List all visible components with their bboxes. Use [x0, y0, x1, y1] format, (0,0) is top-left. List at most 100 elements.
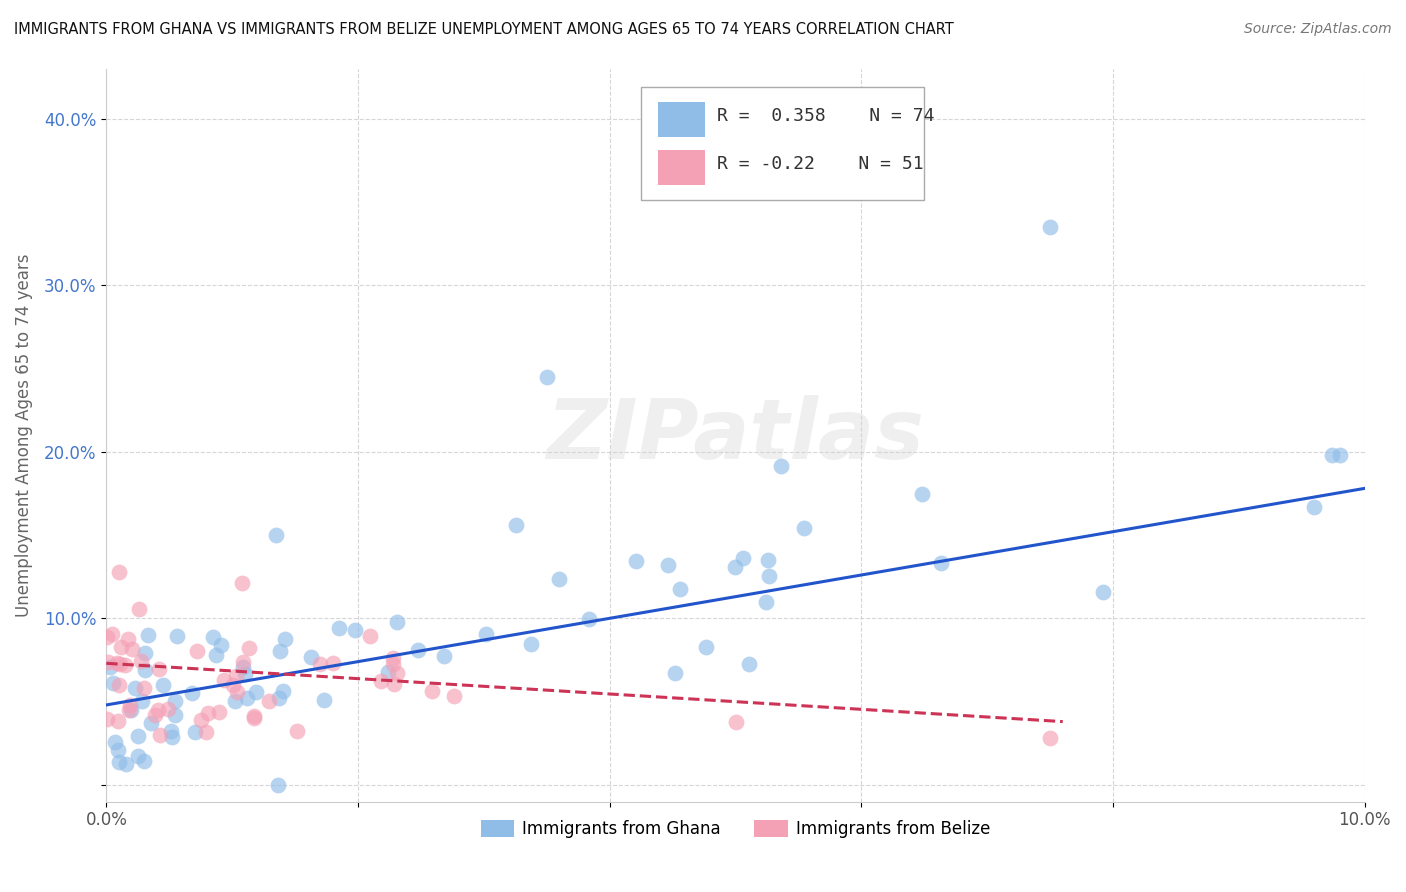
Point [420, 684, 443, 698]
FancyBboxPatch shape [641, 87, 924, 201]
Point [505, 517, 527, 532]
Point [208, 705, 231, 719]
Legend: Immigrants from Ghana, Immigrants from Belize: Immigrants from Ghana, Immigrants from B… [474, 813, 997, 845]
Point [758, 569, 780, 583]
Point [770, 458, 793, 473]
Point [195, 724, 218, 739]
Point [96, 712, 118, 726]
Point [110, 640, 132, 654]
Point [117, 703, 139, 717]
Point [548, 572, 571, 586]
Point [264, 528, 287, 542]
Point [105, 656, 128, 670]
Point [257, 693, 280, 707]
Point [205, 648, 228, 662]
Point [267, 778, 290, 792]
Y-axis label: Unemployment Among Ages 65 to 74 years: Unemployment Among Ages 65 to 74 years [15, 253, 32, 616]
Point [343, 623, 366, 637]
Point [269, 644, 291, 658]
Point [143, 707, 166, 722]
Point [624, 554, 647, 568]
Point [202, 631, 225, 645]
Point [233, 666, 256, 681]
Text: ZIPatlas: ZIPatlas [547, 394, 925, 475]
Point [152, 677, 174, 691]
Point [181, 686, 204, 700]
Point [127, 748, 149, 763]
Point [149, 728, 172, 742]
Point [1039, 219, 1062, 234]
Point [243, 709, 266, 723]
Point [382, 677, 405, 691]
Point [224, 693, 246, 707]
Point [381, 657, 404, 671]
Point [236, 690, 259, 705]
Point [1039, 731, 1062, 746]
Text: R =  0.358    N = 74: R = 0.358 N = 74 [717, 107, 934, 125]
Point [668, 582, 690, 596]
Point [245, 685, 267, 699]
Point [664, 666, 686, 681]
Point [121, 642, 143, 657]
Point [231, 576, 253, 591]
Point [141, 716, 163, 731]
Point [309, 657, 332, 671]
Point [1092, 584, 1115, 599]
Point [107, 743, 129, 757]
Point [108, 755, 131, 769]
Point [657, 558, 679, 572]
Point [127, 729, 149, 743]
Point [322, 656, 344, 670]
Point [120, 698, 142, 713]
Point [731, 550, 754, 565]
Point [370, 674, 392, 689]
Point [911, 487, 934, 501]
Point [108, 657, 131, 672]
Point [385, 665, 408, 680]
Point [134, 663, 156, 677]
Point [132, 681, 155, 695]
Point [104, 735, 127, 749]
Point [359, 629, 381, 643]
Point [1329, 448, 1351, 462]
Point [724, 560, 747, 574]
Point [129, 654, 152, 668]
Point [232, 656, 254, 670]
Point [212, 673, 235, 687]
Point [443, 689, 465, 703]
Point [197, 706, 219, 720]
FancyBboxPatch shape [658, 150, 706, 185]
Point [755, 595, 778, 609]
Point [381, 651, 404, 665]
Point [186, 643, 208, 657]
Point [929, 556, 952, 570]
Point [163, 708, 186, 723]
Point [96, 630, 118, 644]
Point [114, 657, 136, 672]
Point [312, 693, 335, 707]
Point [267, 690, 290, 705]
Point [100, 627, 122, 641]
Point [148, 703, 170, 717]
Point [134, 754, 156, 768]
Point [101, 676, 124, 690]
Point [475, 627, 498, 641]
Point [385, 615, 408, 629]
Point [128, 601, 150, 615]
Point [328, 621, 350, 635]
Text: R = -0.22    N = 51: R = -0.22 N = 51 [717, 155, 924, 173]
Point [243, 711, 266, 725]
Point [271, 684, 294, 698]
Point [114, 756, 136, 771]
Point [738, 657, 761, 672]
FancyBboxPatch shape [658, 103, 706, 137]
Point [108, 565, 131, 579]
Point [1320, 448, 1343, 462]
Point [124, 681, 146, 695]
Point [107, 678, 129, 692]
Point [148, 662, 170, 676]
Point [724, 714, 747, 729]
Point [160, 730, 183, 744]
Point [221, 678, 243, 692]
Point [274, 632, 297, 647]
